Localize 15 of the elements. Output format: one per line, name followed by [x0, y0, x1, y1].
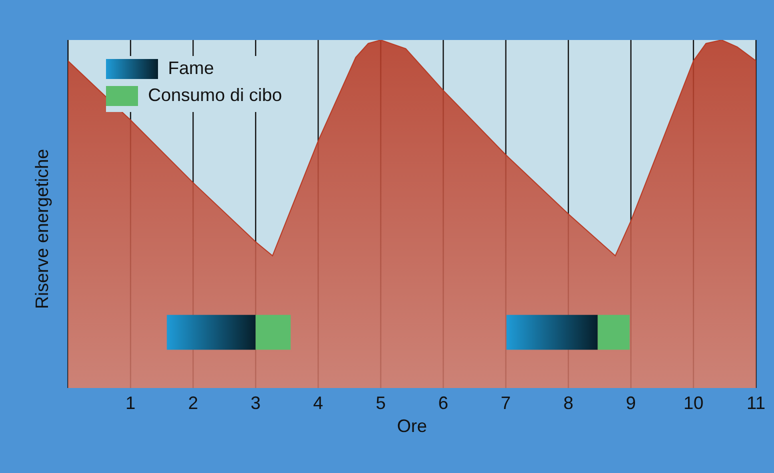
x-tick-label: 4: [313, 392, 324, 413]
legend-label: Fame: [168, 58, 214, 79]
x-tick-label: 10: [683, 392, 704, 413]
x-tick-label: 5: [376, 392, 386, 413]
x-tick-label: 8: [563, 392, 574, 413]
y-axis-title: Riserve energetiche: [32, 148, 52, 310]
legend-label: Consumo di cibo: [148, 85, 282, 106]
x-tick-label: 3: [250, 392, 261, 413]
x-tick-label: 11: [746, 392, 766, 413]
x-tick-label: 2: [188, 392, 198, 413]
x-tick-label: 9: [626, 392, 636, 413]
x-tick-label: 1: [126, 392, 136, 413]
x-axis-title: Ore: [396, 416, 428, 436]
x-tick-label: 6: [438, 392, 448, 413]
x-tick-label: 7: [500, 392, 511, 413]
